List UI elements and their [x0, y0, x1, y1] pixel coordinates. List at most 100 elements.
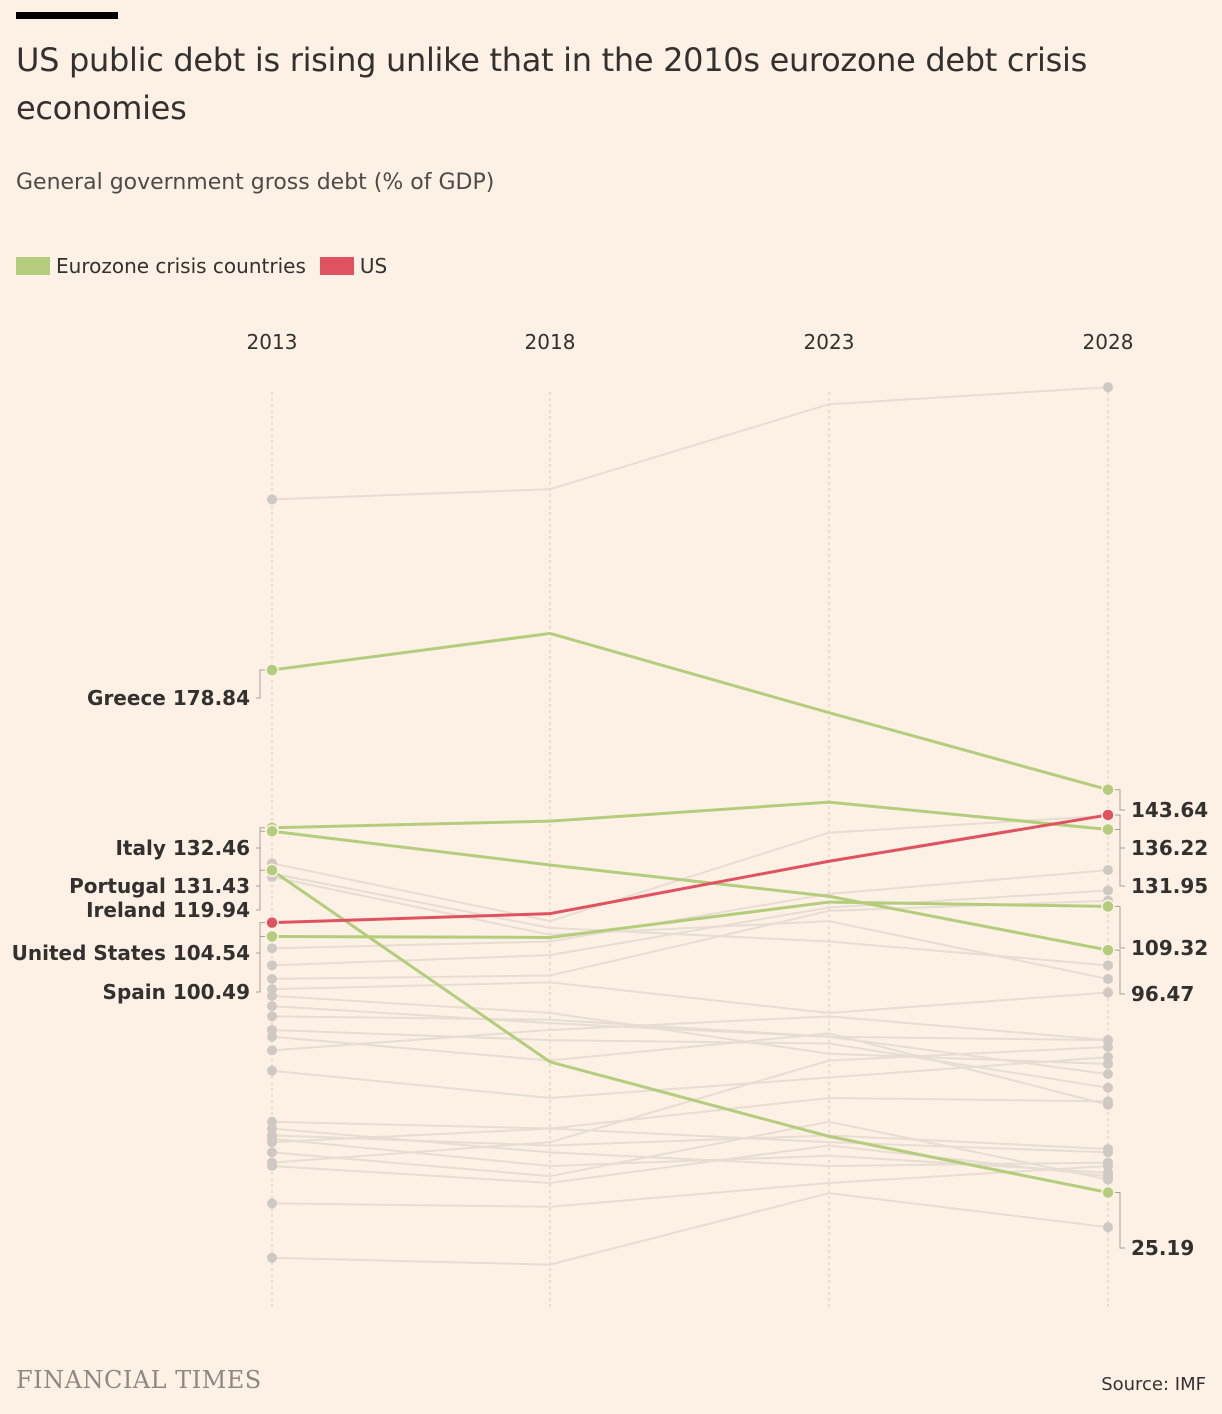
ft-logo: FINANCIAL TIMES — [16, 1366, 262, 1394]
point-spain-2028 — [1101, 899, 1115, 914]
point-greece-2028 — [1101, 782, 1115, 797]
right-connector-italy — [1115, 828, 1125, 887]
left-label-united-states: United States 104.54 — [12, 941, 250, 965]
series-line-other-12 — [271, 1032, 1109, 1106]
left-label-italy: Italy 132.46 — [115, 836, 250, 860]
series-line-other-22 — [271, 1144, 1109, 1184]
right-label-portugal: 96.47 — [1131, 982, 1194, 1006]
point-other-19-2013 — [267, 1137, 277, 1148]
right-label-spain: 109.32 — [1131, 936, 1208, 960]
right-connector-ireland — [1115, 1192, 1125, 1249]
series-line-other-7 — [271, 981, 1109, 1014]
series-line-italy — [271, 800, 1109, 831]
point-other-24-2013 — [267, 1252, 277, 1263]
right-label-united-states: 136.22 — [1131, 836, 1208, 860]
point-other-22-2013 — [267, 1160, 277, 1171]
series-line-other-19 — [271, 1127, 1109, 1154]
series-line-other-9 — [271, 1005, 1109, 1076]
point-other-3-2028 — [1103, 973, 1113, 984]
point-ireland-2013 — [265, 863, 279, 878]
point-other-9-2028 — [1103, 1069, 1113, 1080]
series-line-other-0 — [271, 386, 1109, 501]
right-label-greece: 143.64 — [1131, 798, 1208, 822]
series-line-other-11 — [271, 1028, 1109, 1089]
source-note: Source: IMF — [1101, 1374, 1206, 1395]
series-line-other-17 — [271, 1134, 1109, 1150]
point-portugal-2028 — [1101, 943, 1115, 957]
point-other-23-2028 — [1103, 1160, 1113, 1171]
point-other-14-2028 — [1103, 1052, 1113, 1063]
series-line-other-13 — [271, 1015, 1109, 1052]
series-line-other-10 — [271, 1015, 1109, 1042]
legend: Eurozone crisis countries US — [16, 254, 401, 278]
series-line-other-14 — [271, 1056, 1109, 1099]
point-other-20-2013 — [267, 1147, 277, 1158]
left-connector-ireland — [256, 869, 265, 911]
right-connector-portugal — [1115, 949, 1125, 995]
point-other-19-2028 — [1103, 1147, 1113, 1158]
series-line-other-24 — [271, 1192, 1109, 1266]
point-other-4-2028 — [1103, 865, 1113, 876]
point-italy-2028 — [1101, 822, 1115, 837]
right-connector-greece — [1115, 789, 1125, 811]
legend-item-us: US — [319, 254, 388, 278]
x-tick-label-2023: 2023 — [804, 330, 855, 354]
left-label-spain: Spain 100.49 — [103, 980, 250, 1004]
point-other-22-2028 — [1103, 1171, 1113, 1182]
x-tick-label-2013: 2013 — [247, 330, 298, 354]
series-line-united-states — [271, 813, 1109, 925]
legend-label-eurozone: Eurozone crisis countries — [56, 254, 306, 278]
brand-bar — [16, 12, 118, 19]
point-ireland-2028 — [1101, 1185, 1115, 1200]
point-other-7-2028 — [1103, 987, 1113, 998]
left-label-portugal: Portugal 131.43 — [69, 874, 250, 898]
point-other-10-2013 — [267, 1011, 277, 1022]
point-other-0-2028 — [1103, 382, 1113, 393]
point-other-0-2013 — [267, 494, 277, 505]
series-line-other-3 — [271, 875, 1109, 980]
legend-swatch-us — [319, 257, 354, 275]
x-tick-label-2018: 2018 — [525, 330, 576, 354]
series-line-other-1 — [271, 814, 1109, 923]
legend-label-us: US — [359, 254, 388, 278]
series-line-other-20 — [271, 1120, 1109, 1181]
point-other-13-2013 — [267, 1045, 277, 1056]
legend-swatch-eurozone — [16, 257, 50, 275]
series-line-ireland — [271, 869, 1109, 1195]
point-other-5-2028 — [1103, 885, 1113, 896]
series-line-other-4 — [271, 869, 1109, 950]
point-other-4-2013 — [267, 943, 277, 954]
left-connector-portugal — [256, 830, 265, 887]
point-other-23-2013 — [267, 1198, 277, 1209]
series-line-other-5 — [271, 889, 1109, 967]
point-united-states-2028 — [1101, 808, 1115, 822]
series-line-spain — [271, 900, 1109, 939]
point-other-21-2028 — [1103, 1041, 1113, 1052]
point-other-11-2028 — [1103, 1082, 1113, 1093]
point-other-15-2028 — [1103, 1096, 1113, 1107]
point-other-24-2028 — [1103, 1222, 1113, 1233]
point-other-5-2013 — [267, 960, 277, 971]
left-label-greece: Greece 178.84 — [87, 686, 250, 710]
point-portugal-2013 — [265, 824, 279, 838]
point-united-states-2013 — [265, 915, 279, 930]
point-other-2-2028 — [1103, 960, 1113, 971]
right-connector-united-states — [1115, 814, 1125, 849]
point-greece-2013 — [265, 663, 279, 677]
series-line-other-8 — [271, 994, 1109, 1065]
point-other-6-2013 — [267, 973, 277, 984]
series-line-greece — [271, 631, 1109, 792]
chart-title: US public debt is rising unlike that in … — [16, 41, 1087, 127]
left-connector-spain — [256, 935, 265, 993]
right-connector-spain — [1115, 905, 1125, 949]
point-other-8-2013 — [267, 990, 277, 1001]
point-other-9-2013 — [267, 1001, 277, 1012]
legend-item-eurozone: Eurozone crisis countries — [16, 254, 306, 278]
x-tick-label-2028: 2028 — [1083, 330, 1134, 354]
point-spain-2013 — [265, 929, 279, 944]
point-other-12-2013 — [267, 1031, 277, 1042]
series-line-other-21 — [271, 1045, 1109, 1164]
right-label-ireland: 25.19 — [1131, 1236, 1194, 1260]
left-connector-united-states — [256, 922, 265, 954]
